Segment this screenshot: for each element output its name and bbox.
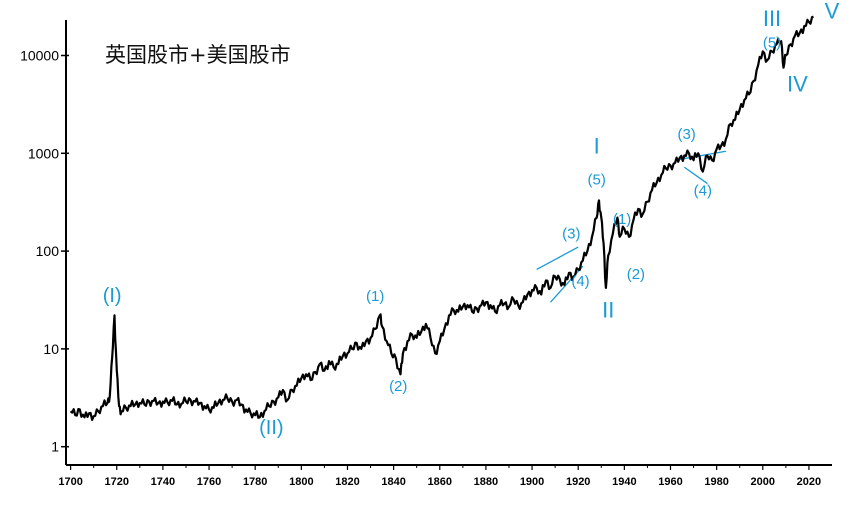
trendline bbox=[683, 166, 708, 185]
wave-label: (3) bbox=[677, 126, 695, 143]
x-tick-label: 2000 bbox=[751, 476, 775, 488]
x-tick-label: 1740 bbox=[151, 476, 175, 488]
x-tick-label: 1980 bbox=[704, 476, 728, 488]
x-tick-label: 1880 bbox=[474, 476, 498, 488]
x-tick-label: 1840 bbox=[381, 476, 405, 488]
wave-label: V bbox=[825, 0, 840, 23]
x-tick-label: 1960 bbox=[658, 476, 682, 488]
wave-label: (1) bbox=[366, 288, 384, 305]
x-tick-label: 1760 bbox=[197, 476, 221, 488]
wave-label: (2) bbox=[389, 378, 407, 395]
wave-label: (5) bbox=[587, 171, 605, 188]
wave-label: I bbox=[594, 133, 600, 158]
x-tick-label: 1780 bbox=[243, 476, 267, 488]
wave-label: II bbox=[602, 297, 614, 322]
y-tick-label: 100 bbox=[36, 243, 60, 259]
y-tick-label: 10 bbox=[43, 341, 59, 357]
chart-axes: 1700 1720 1740 1760 1780 1800 1820 1840 1860 1880… bbox=[20, 20, 832, 488]
y-tick-label: 1000 bbox=[28, 145, 59, 161]
wave-labels: (I) (II) (1) (2) (3) (4) I (5) (1) (2) II (3) (4) III… bbox=[103, 0, 840, 439]
wave-label: (4) bbox=[694, 183, 712, 200]
y-tick-label: 10000 bbox=[20, 47, 59, 63]
trendline bbox=[550, 265, 584, 303]
index-series-line bbox=[69, 15, 814, 421]
y-tick-label: 1 bbox=[51, 439, 59, 455]
wave-label: (4) bbox=[571, 273, 589, 290]
wave-label: (II) bbox=[259, 417, 283, 439]
series-group bbox=[69, 15, 814, 421]
wave-label: (2) bbox=[627, 266, 645, 283]
chart-title: 英国股市+美国股市 bbox=[105, 43, 291, 67]
x-tick-label: 1820 bbox=[335, 476, 359, 488]
x-tick-label: 1920 bbox=[566, 476, 590, 488]
wave-label: IV bbox=[787, 71, 808, 96]
wave-label: (I) bbox=[103, 285, 122, 307]
wave-label: (5) bbox=[763, 35, 781, 52]
wave-label: (1) bbox=[613, 211, 631, 228]
x-tick-label: 1900 bbox=[520, 476, 544, 488]
x-tick-label: 1940 bbox=[612, 476, 636, 488]
x-tick-label: 2020 bbox=[797, 476, 821, 488]
wave-label: III bbox=[763, 6, 781, 31]
x-tick-label: 1720 bbox=[105, 476, 129, 488]
trendline bbox=[536, 246, 579, 270]
x-tick-label: 1860 bbox=[428, 476, 452, 488]
x-tick-label: 1700 bbox=[58, 476, 82, 488]
x-tick-label: 1800 bbox=[289, 476, 313, 488]
wave-label: (3) bbox=[562, 225, 580, 242]
